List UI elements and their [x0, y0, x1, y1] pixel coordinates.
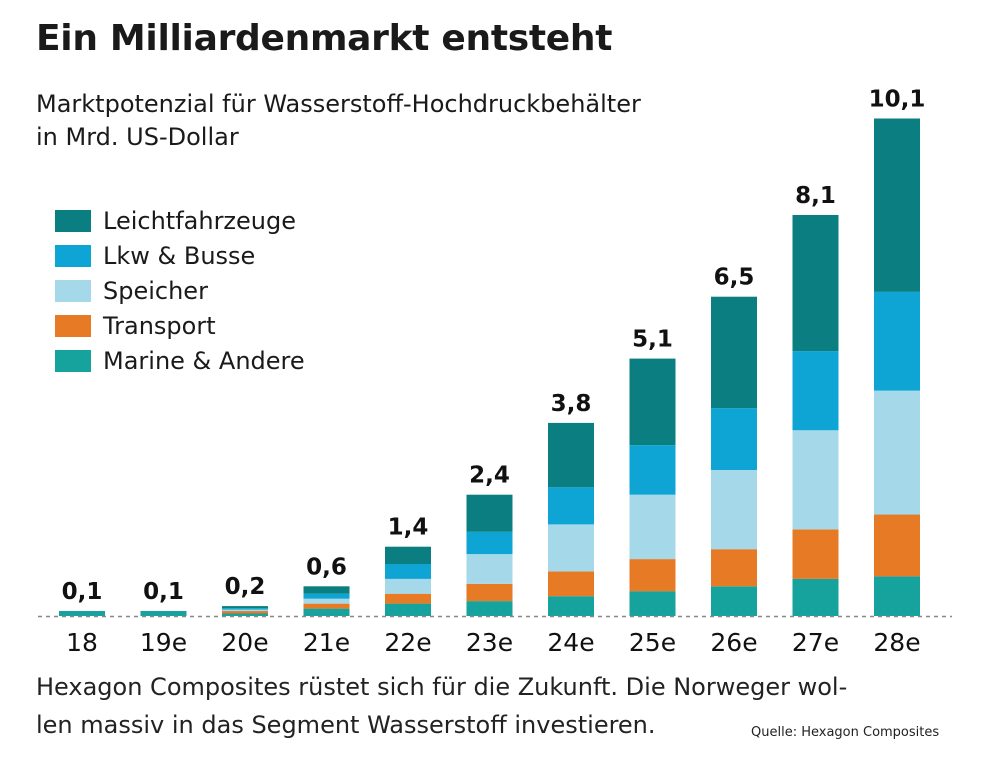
total-label-27e: 8,1	[795, 183, 836, 209]
total-label-18: 0,1	[62, 579, 103, 605]
bar-segment-25e-0	[629, 591, 676, 616]
bar-segment-25e-3	[629, 445, 676, 495]
total-label-22e: 1,4	[388, 515, 429, 541]
caption-text: Hexagon Composites rüstet sich für die Z…	[36, 668, 966, 744]
bar-segment-24e-3	[548, 487, 594, 525]
legend-label: Marine & Andere	[103, 346, 305, 375]
bar-segment-23e-4	[466, 494, 513, 532]
bar-segment-24e-4	[548, 422, 594, 488]
bar-segment-28e-0	[874, 576, 920, 616]
bar-segment-23e-0	[466, 601, 513, 616]
bar-segment-25e-1	[629, 559, 676, 592]
legend-swatch	[55, 349, 91, 372]
total-label-20e: 0,2	[225, 574, 266, 600]
total-label-24e: 3,8	[551, 391, 592, 417]
bar-segment-21e-3	[303, 593, 350, 599]
bar-segment-26e-2	[711, 470, 757, 550]
bar-segment-22e-0	[385, 603, 431, 616]
subtitle-line-2: in Mrd. US-Dollar	[36, 123, 239, 151]
bar-segment-25e-2	[629, 494, 676, 560]
bar-segment-22e-2	[385, 578, 431, 594]
x-tick-label-18: 18	[66, 628, 98, 657]
legend-label: Transport	[103, 311, 216, 340]
bar-segment-26e-4	[711, 296, 757, 409]
bar-segment-23e-3	[466, 531, 513, 555]
chart-title: Ein Milliardenmarkt entsteht	[36, 18, 613, 59]
legend-swatch	[55, 244, 91, 267]
legend-swatch	[55, 209, 91, 232]
bar-segment-21e-1	[303, 603, 350, 609]
bar-segment-18-0	[59, 611, 105, 616]
bar-segment-26e-3	[711, 408, 757, 470]
bar-segment-26e-1	[711, 549, 757, 587]
bar-segment-28e-4	[874, 118, 920, 292]
bar-segment-28e-1	[874, 514, 920, 577]
total-label-23e: 2,4	[469, 463, 510, 489]
bar-segment-21e-0	[303, 608, 350, 616]
bar-segment-20e-1	[222, 611, 268, 614]
x-tick-label-20e: 20e	[221, 628, 268, 657]
legend-item: Transport	[55, 308, 305, 343]
total-label-28e: 10,1	[869, 87, 926, 113]
bar-segment-22e-1	[385, 593, 431, 604]
bar-segment-27e-2	[792, 430, 839, 530]
bar-segment-24e-2	[548, 524, 594, 572]
bar-segment-25e-4	[629, 358, 676, 446]
caption-line-2: len massiv in das Segment Wasserstoff in…	[36, 711, 656, 739]
bar-segment-27e-0	[792, 578, 839, 616]
caption-line-1: Hexagon Composites rüstet sich für die Z…	[36, 673, 848, 701]
x-tick-label-22e: 22e	[384, 628, 431, 657]
bar-segment-19e-0	[140, 611, 187, 616]
legend-item: Lkw & Busse	[55, 238, 305, 273]
bar-segment-21e-2	[303, 598, 350, 604]
legend-label: Lkw & Busse	[103, 241, 256, 270]
bar-segment-20e-3	[222, 608, 268, 610]
bar-segment-22e-3	[385, 564, 431, 579]
total-label-19e: 0,1	[143, 579, 184, 605]
bar-segment-20e-4	[222, 606, 268, 609]
bar-segment-21e-4	[303, 586, 350, 594]
legend-item: Leichtfahrzeuge	[55, 203, 305, 238]
x-tick-label-26e: 26e	[710, 628, 757, 657]
total-label-26e: 6,5	[714, 265, 755, 291]
x-tick-label-24e: 24e	[547, 628, 594, 657]
chart-legend: Leichtfahrzeuge Lkw & Busse Speicher Transp…	[55, 203, 305, 378]
bar-segment-20e-0	[222, 613, 268, 616]
bar-segment-20e-2	[222, 609, 268, 612]
bar-segment-28e-3	[874, 291, 920, 391]
legend-label: Leichtfahrzeuge	[103, 206, 297, 235]
x-tick-label-19e: 19e	[140, 628, 187, 657]
bar-segment-24e-1	[548, 571, 594, 597]
bar-segment-24e-0	[548, 596, 594, 616]
total-label-21e: 0,6	[306, 554, 347, 580]
bar-segment-28e-2	[874, 390, 920, 515]
total-label-25e: 5,1	[632, 327, 673, 353]
x-tick-label-21e: 21e	[303, 628, 350, 657]
bar-segment-27e-3	[792, 351, 839, 431]
bar-segment-27e-4	[792, 215, 839, 352]
bar-segment-22e-4	[385, 546, 431, 564]
legend-item: Speicher	[55, 273, 305, 308]
subtitle-line-1: Marktpotenzial für Wasserstoff-Hochdruck…	[36, 90, 641, 118]
x-tick-label-28e: 28e	[873, 628, 920, 657]
bar-segment-23e-1	[466, 583, 513, 602]
chart-subtitle: Marktpotenzial für Wasserstoff-Hochdruck…	[36, 88, 756, 154]
x-tick-label-27e: 27e	[792, 628, 839, 657]
x-tick-label-25e: 25e	[629, 628, 676, 657]
legend-item: Marine & Andere	[55, 343, 305, 378]
source-note: Quelle: Hexagon Composites	[751, 725, 940, 740]
legend-swatch	[55, 279, 91, 302]
legend-label: Speicher	[103, 276, 208, 305]
legend-swatch	[55, 314, 91, 337]
bar-segment-27e-1	[792, 529, 839, 579]
x-tick-label-23e: 23e	[466, 628, 513, 657]
bar-segment-23e-2	[466, 554, 513, 584]
bar-segment-26e-0	[711, 586, 757, 616]
